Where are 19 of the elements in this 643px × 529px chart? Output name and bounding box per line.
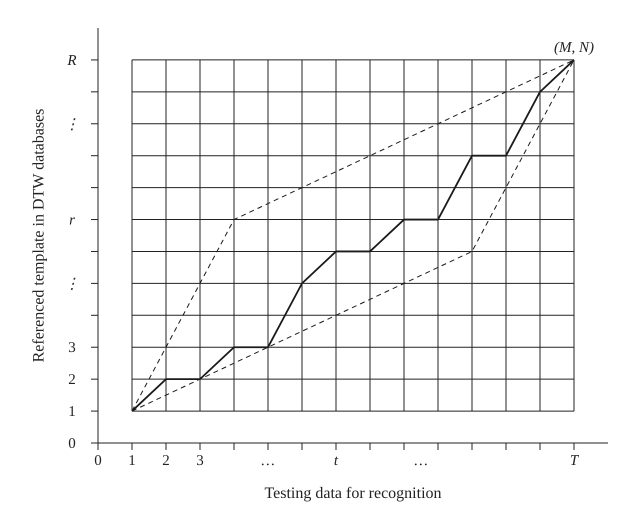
y-tick-label: ⋮ xyxy=(64,116,80,133)
x-tick-label: T xyxy=(570,453,580,469)
y-tick-label: 3 xyxy=(68,340,76,356)
x-tick-label: … xyxy=(414,453,428,469)
x-tick-label: 3 xyxy=(196,453,204,469)
x-tick-label: … xyxy=(261,453,275,469)
y-tick-label: ⋮ xyxy=(64,276,80,292)
x-tick-label: 1 xyxy=(128,453,136,469)
x-axis-title: Testing data for recognition xyxy=(264,485,442,502)
y-tick-label: 1 xyxy=(68,404,76,420)
y-tick-label: 2 xyxy=(68,372,76,388)
y-tick-label: r xyxy=(69,212,76,229)
x-tick-label: t xyxy=(334,453,339,469)
x-tick-label: 0 xyxy=(94,453,102,469)
x-tick-label: 2 xyxy=(162,453,170,469)
annotation: (M, N) xyxy=(554,40,594,56)
y-axis-title: Referenced template in DTW databases xyxy=(30,108,48,362)
y-tick-label: R xyxy=(66,52,77,69)
y-tick-label: 0 xyxy=(68,436,76,452)
